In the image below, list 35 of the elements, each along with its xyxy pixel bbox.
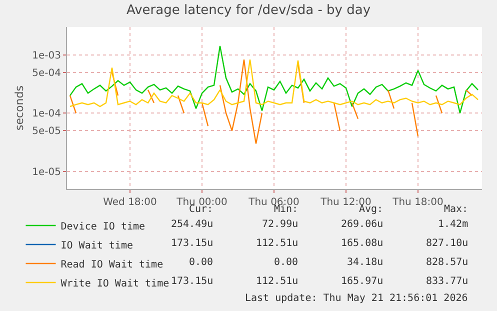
legend-label: IO Wait time: [60, 240, 133, 252]
text: 34.18u: [347, 257, 384, 268]
text: 112.51u: [256, 276, 298, 287]
text: 0.00: [274, 257, 298, 268]
text: Min:: [274, 204, 298, 215]
y-tick-label: 5e-04: [32, 68, 61, 79]
y-tick-label: 1e-05: [32, 166, 61, 178]
text: Last update: Thu May 21 21:56:01 2026: [245, 293, 468, 304]
chart-title: Average latency for /dev/sda - by day: [126, 3, 371, 18]
line-series: [69, 58, 479, 108]
line-series: [69, 45, 479, 114]
legend-label: Write IO Wait time: [60, 278, 170, 290]
text: 827.10u: [426, 238, 468, 249]
text: 833.77u: [426, 276, 468, 287]
text: 1.42m: [438, 219, 468, 230]
text: 269.06u: [341, 219, 384, 230]
y-axis-title: seconds: [12, 85, 26, 130]
y-tick-label: 1e-04: [32, 108, 61, 120]
text: Max:: [444, 204, 468, 215]
text: 165.08u: [341, 238, 384, 249]
text: 72.99u: [262, 219, 298, 230]
legend-label: Device IO time: [60, 221, 146, 232]
text: 165.97u: [341, 276, 384, 287]
text: Avg:: [359, 204, 384, 215]
y-tick-label: 5e-05: [32, 126, 61, 138]
text: 173.15u: [171, 238, 214, 249]
x-tick-label: Thu 18:00: [392, 197, 444, 208]
y-tick-label: 1e-03: [32, 50, 61, 62]
x-tick-label: Wed 18:00: [103, 197, 157, 208]
legend-label: Read IO Wait time: [60, 259, 164, 270]
text: 828.57u: [426, 257, 468, 268]
text: 0.00: [189, 257, 214, 268]
text: 112.51u: [256, 238, 298, 249]
text: 254.49u: [171, 219, 214, 230]
text: 173.15u: [171, 276, 214, 287]
